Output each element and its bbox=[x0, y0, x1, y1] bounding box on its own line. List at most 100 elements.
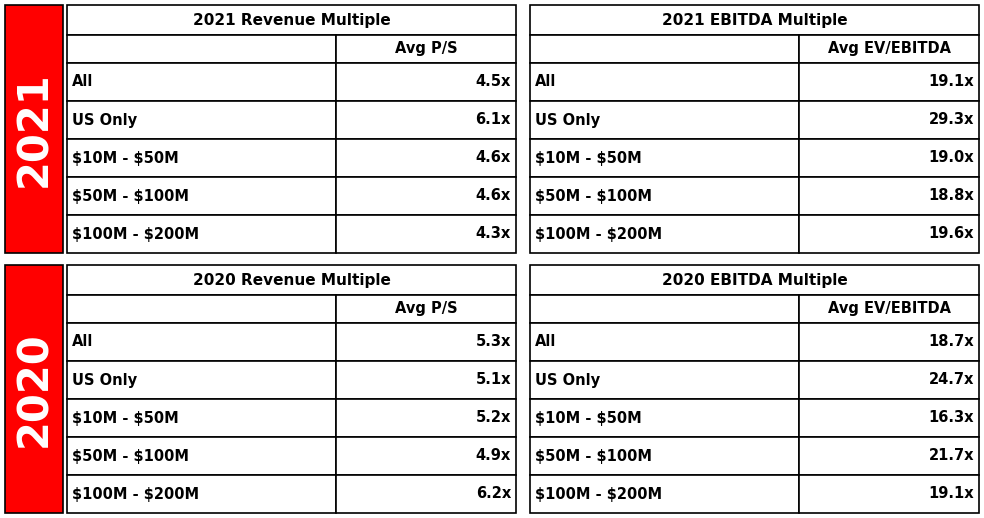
Bar bbox=[337, 323, 516, 361]
Text: 2021 Revenue Multiple: 2021 Revenue Multiple bbox=[193, 12, 391, 27]
Bar bbox=[799, 399, 979, 437]
Bar bbox=[799, 361, 979, 399]
Bar bbox=[67, 361, 337, 399]
Bar bbox=[799, 215, 979, 253]
Bar bbox=[67, 265, 516, 295]
Text: US Only: US Only bbox=[535, 112, 600, 127]
Bar bbox=[67, 35, 337, 63]
Text: 4.9x: 4.9x bbox=[475, 449, 511, 464]
Bar bbox=[67, 475, 337, 513]
Text: All: All bbox=[72, 75, 93, 90]
Bar bbox=[67, 101, 337, 139]
Bar bbox=[337, 399, 516, 437]
Text: US Only: US Only bbox=[72, 372, 137, 387]
Text: 18.7x: 18.7x bbox=[928, 335, 974, 350]
Text: Avg EV/EBITDA: Avg EV/EBITDA bbox=[828, 301, 951, 316]
Bar bbox=[530, 35, 799, 63]
Text: $10M - $50M: $10M - $50M bbox=[535, 410, 642, 425]
Text: $100M - $200M: $100M - $200M bbox=[535, 226, 662, 241]
Text: 19.0x: 19.0x bbox=[928, 151, 974, 165]
Bar bbox=[67, 177, 337, 215]
Text: 18.8x: 18.8x bbox=[928, 189, 974, 204]
Bar bbox=[530, 475, 799, 513]
Text: 5.1x: 5.1x bbox=[475, 372, 511, 387]
Text: $50M - $100M: $50M - $100M bbox=[72, 189, 189, 204]
Text: 19.1x: 19.1x bbox=[928, 75, 974, 90]
Text: 16.3x: 16.3x bbox=[929, 410, 974, 425]
Text: 5.3x: 5.3x bbox=[475, 335, 511, 350]
Bar bbox=[337, 475, 516, 513]
Text: 19.1x: 19.1x bbox=[928, 486, 974, 501]
Bar bbox=[799, 177, 979, 215]
Bar bbox=[530, 295, 799, 323]
Text: 21.7x: 21.7x bbox=[929, 449, 974, 464]
Bar bbox=[530, 215, 799, 253]
Text: 4.6x: 4.6x bbox=[475, 189, 511, 204]
Text: Avg P/S: Avg P/S bbox=[395, 41, 458, 56]
Bar bbox=[530, 399, 799, 437]
Text: 2021: 2021 bbox=[13, 71, 55, 187]
Text: 5.2x: 5.2x bbox=[475, 410, 511, 425]
Bar bbox=[67, 295, 337, 323]
Bar bbox=[530, 177, 799, 215]
Bar bbox=[67, 323, 337, 361]
Bar bbox=[530, 437, 799, 475]
Bar bbox=[530, 323, 799, 361]
Bar bbox=[337, 361, 516, 399]
Bar bbox=[337, 295, 516, 323]
Text: US Only: US Only bbox=[535, 372, 600, 387]
Text: Avg EV/EBITDA: Avg EV/EBITDA bbox=[828, 41, 951, 56]
Text: 2020 Revenue Multiple: 2020 Revenue Multiple bbox=[193, 272, 391, 287]
Text: All: All bbox=[535, 75, 556, 90]
Bar bbox=[799, 139, 979, 177]
Bar bbox=[799, 475, 979, 513]
Text: All: All bbox=[72, 335, 93, 350]
Bar bbox=[67, 437, 337, 475]
Text: US Only: US Only bbox=[72, 112, 137, 127]
Text: 2020: 2020 bbox=[13, 331, 55, 447]
Bar bbox=[799, 295, 979, 323]
Bar bbox=[67, 215, 337, 253]
Bar bbox=[799, 437, 979, 475]
Text: All: All bbox=[535, 335, 556, 350]
Text: 4.3x: 4.3x bbox=[475, 226, 511, 241]
Bar bbox=[67, 63, 337, 101]
Bar bbox=[337, 177, 516, 215]
Text: 19.6x: 19.6x bbox=[929, 226, 974, 241]
Bar bbox=[799, 101, 979, 139]
Text: 4.5x: 4.5x bbox=[475, 75, 511, 90]
Text: 2020 EBITDA Multiple: 2020 EBITDA Multiple bbox=[661, 272, 847, 287]
Bar bbox=[530, 361, 799, 399]
Text: $10M - $50M: $10M - $50M bbox=[535, 151, 642, 165]
Text: $10M - $50M: $10M - $50M bbox=[72, 410, 179, 425]
Bar bbox=[67, 399, 337, 437]
Text: 6.2x: 6.2x bbox=[475, 486, 511, 501]
Text: 2021 EBITDA Multiple: 2021 EBITDA Multiple bbox=[661, 12, 847, 27]
Bar bbox=[799, 63, 979, 101]
Text: $100M - $200M: $100M - $200M bbox=[72, 486, 199, 501]
Text: $10M - $50M: $10M - $50M bbox=[72, 151, 179, 165]
Text: 6.1x: 6.1x bbox=[475, 112, 511, 127]
Bar bbox=[337, 35, 516, 63]
Text: $100M - $200M: $100M - $200M bbox=[72, 226, 199, 241]
Bar bbox=[799, 35, 979, 63]
Bar bbox=[337, 63, 516, 101]
Text: $50M - $100M: $50M - $100M bbox=[535, 449, 652, 464]
Bar bbox=[530, 101, 799, 139]
Bar bbox=[530, 265, 979, 295]
Bar bbox=[337, 101, 516, 139]
Bar bbox=[530, 139, 799, 177]
Bar bbox=[337, 437, 516, 475]
Bar bbox=[337, 215, 516, 253]
Bar bbox=[530, 5, 979, 35]
Text: Avg P/S: Avg P/S bbox=[395, 301, 458, 316]
Bar bbox=[337, 139, 516, 177]
Bar bbox=[67, 139, 337, 177]
Text: 29.3x: 29.3x bbox=[929, 112, 974, 127]
Text: 24.7x: 24.7x bbox=[929, 372, 974, 387]
Bar bbox=[5, 5, 63, 253]
Bar bbox=[799, 323, 979, 361]
Text: 4.6x: 4.6x bbox=[475, 151, 511, 165]
Bar bbox=[5, 265, 63, 513]
Bar bbox=[530, 63, 799, 101]
